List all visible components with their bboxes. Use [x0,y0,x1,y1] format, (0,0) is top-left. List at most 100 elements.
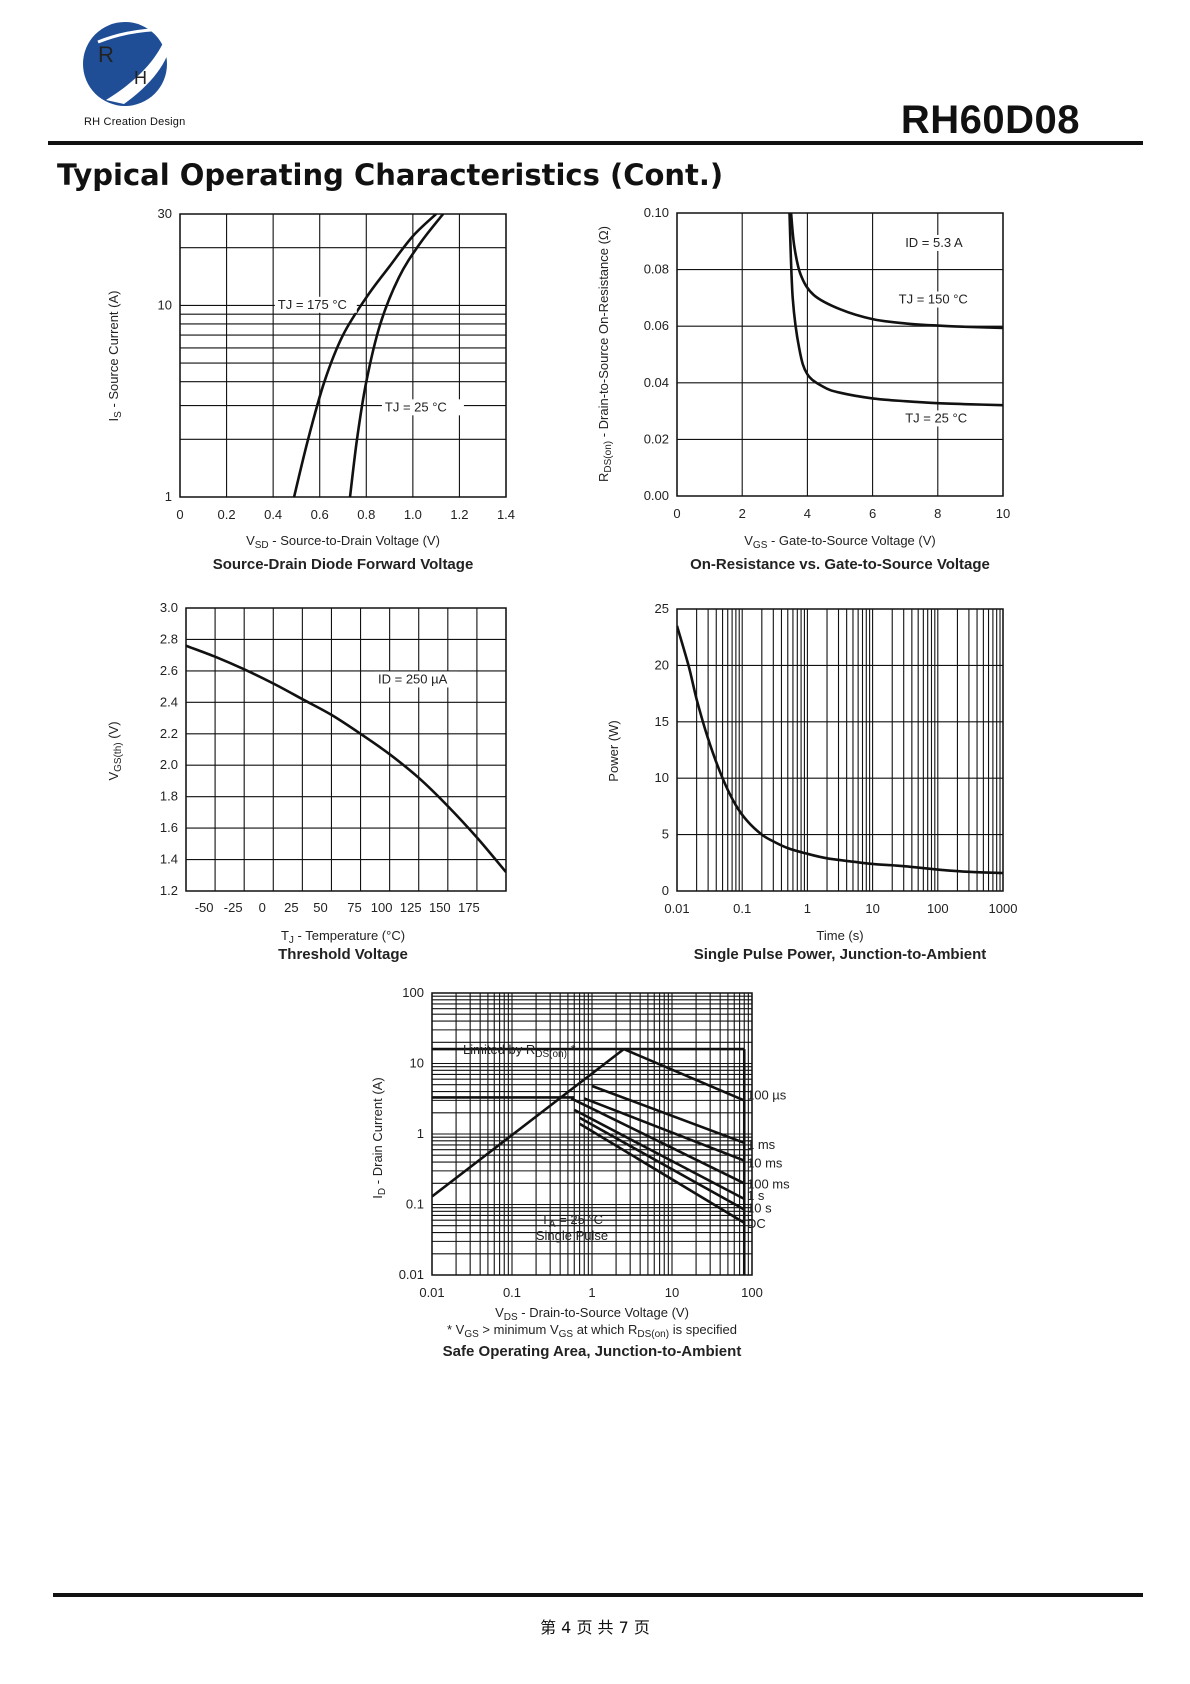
y-tick-label: 0.06 [644,318,669,333]
y-tick-label: 2.4 [160,694,178,709]
chart-title: Single Pulse Power, Junction-to-Ambient [694,946,987,963]
x-tick-label: 0 [176,507,183,522]
curve-label: TJ = 25 °C [905,410,967,425]
y-axis-label: IS - Source Current (A) [106,291,124,422]
x-tick-label: -50 [195,900,214,915]
logo-caption: RH Creation Design [84,116,186,128]
y-tick-label: 0.00 [644,488,669,503]
y-tick-label: 0.08 [644,262,669,277]
series-line [789,213,1003,330]
y-tick-label: 1 [165,489,172,504]
x-tick-label: 0.1 [503,1285,521,1300]
y-tick-label: 20 [655,657,669,672]
x-axis-label: TJ - Temperature (°C) [281,928,405,946]
x-axis-label: VDS - Drain-to-Source Voltage (V) [495,1305,689,1323]
x-tick-label: 1 [804,901,811,916]
x-axis-label: Time (s) [816,928,863,943]
series-line [578,1116,745,1211]
y-axis-label: Power (W) [606,720,621,781]
series-line [591,1084,745,1145]
x-tick-label: 50 [313,900,327,915]
condition-pulse: Single Pulse [536,1228,608,1243]
x-tick-label: 6 [869,506,876,521]
x-tick-label: 125 [400,900,422,915]
y-tick-label: 0.02 [644,431,669,446]
section-title: Typical Operating Characteristics (Cont.… [57,158,724,192]
series-line [348,214,445,497]
series-line [583,1097,745,1162]
label-background [381,399,464,416]
y-tick-label: 10 [158,297,172,312]
x-tick-label: 0.4 [264,507,282,522]
page-number: 第 4 页 共 7 页 [540,1618,650,1637]
x-tick-label: 175 [458,900,480,915]
label-background [902,410,985,427]
label-background [902,234,985,251]
note: * VGS > minimum VGS at which RDS(on) is … [447,1322,737,1340]
label-background [375,671,457,688]
threshold-voltage-chart: -50 -25 0 25 50 75 100 125 150 175 1.2 1.4 1.6 1.8 2.0… [106,600,507,963]
single-pulse-power-chart: 0.01 0.1 1 10 100 1000 0 5 10 15 20 25 Time (s) Pow… [606,601,1018,963]
y-tick-label: 0.1 [406,1197,424,1212]
series-line [788,213,1003,407]
y-tick-label: 0.10 [644,205,669,220]
soa-curve-label: 10 s [747,1200,772,1215]
y-tick-label: 2.6 [160,663,178,678]
x-tick-label: 150 [429,900,451,915]
y-tick-label: 1.4 [160,852,178,867]
x-tick-label: 0 [259,900,266,915]
y-tick-label: 2.0 [160,757,178,772]
x-tick-label: 1000 [989,901,1018,916]
x-tick-label: 100 [741,1285,763,1300]
label-background [274,296,357,313]
y-tick-label: 30 [158,206,172,221]
series-line [677,625,1003,875]
y-tick-label: 1.2 [160,883,178,898]
safe-operating-area-chart: 0.01 0.1 1 10 100 0.01 0.1 1 10 100 100 µs 1 ms 10 … [370,985,790,1360]
series-line [432,1048,625,1198]
x-tick-label: 0.01 [664,901,689,916]
soa-curve-label: 100 ms [747,1176,790,1191]
y-tick-label: 10 [410,1056,424,1071]
x-tick-label: 25 [284,900,298,915]
curve-label: ID = 5.3 A [905,235,963,250]
x-tick-label: 4 [804,506,811,521]
y-tick-label: 1.6 [160,820,178,835]
x-tick-label: -25 [224,900,243,915]
y-axis-label: RDS(on) - Drain-to-Source On-Resistance … [596,226,614,482]
y-tick-label: 0.01 [399,1267,424,1282]
x-tick-label: 0.01 [419,1285,444,1300]
curve-label: ID = 250 µA [378,671,448,686]
y-axis-label: VGS(th) (V) [106,721,124,780]
company-logo: R H [83,22,185,106]
y-tick-label: 1 [417,1126,424,1141]
series-line [578,1122,745,1224]
y-tick-label: 0 [662,883,669,898]
chart-title: Threshold Voltage [278,946,408,963]
x-tick-label: 0.8 [357,507,375,522]
chart-title: Source-Drain Diode Forward Voltage [213,556,474,573]
curve-label: TJ = 175 °C [278,297,347,312]
y-tick-label: 15 [655,714,669,729]
part-number: RH60D08 [900,98,1080,142]
x-axis-label: VSD - Source-to-Drain Voltage (V) [246,533,440,551]
curve-label: TJ = 150 °C [899,292,968,307]
svg-text:R: R [98,42,114,67]
label-background [895,291,978,308]
on-resistance-chart: 0 2 4 6 8 10 0.00 0.02 0.04 0.06 0.08 0.10 ID = 5.3… [596,205,1010,573]
y-tick-label: 2.2 [160,726,178,741]
chart-title: On-Resistance vs. Gate-to-Source Voltage [690,556,990,573]
series-line [186,644,506,873]
y-tick-label: 0.04 [644,375,669,390]
forward-voltage-chart: 0 0.2 0.4 0.6 0.8 1.0 1.2 1.4 1 10 30 TJ = 175 °C T… [106,206,515,573]
chart-title: Safe Operating Area, Junction-to-Ambient [443,1343,742,1360]
x-tick-label: 1 [588,1285,595,1300]
series-line [573,1108,745,1201]
curve-label: TJ = 25 °C [385,399,447,414]
condition-ta: TA = 25 °C [541,1212,603,1230]
y-tick-label: 5 [662,827,669,842]
series-line [570,1097,745,1185]
x-tick-label: 100 [927,901,949,916]
x-tick-label: 0.1 [733,901,751,916]
x-tick-label: 2 [739,506,746,521]
